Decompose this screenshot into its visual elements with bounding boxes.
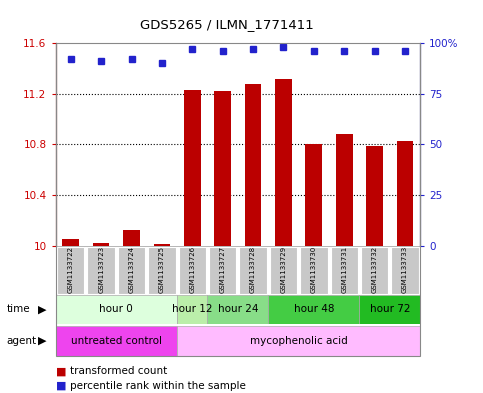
Bar: [366, 146, 383, 246]
Text: ▶: ▶: [38, 305, 47, 314]
Text: GSM1133724: GSM1133724: [128, 246, 135, 293]
Bar: [397, 141, 413, 246]
Text: GSM1133726: GSM1133726: [189, 246, 195, 293]
Bar: [275, 79, 292, 246]
Text: untreated control: untreated control: [71, 336, 162, 346]
Text: ■: ■: [56, 366, 66, 376]
Text: ■: ■: [56, 381, 66, 391]
Bar: [62, 239, 79, 246]
Bar: [209, 247, 236, 294]
Bar: [118, 247, 145, 294]
Bar: [268, 295, 359, 324]
Bar: [184, 90, 200, 246]
Bar: [330, 247, 358, 294]
Text: GDS5265 / ILMN_1771411: GDS5265 / ILMN_1771411: [140, 18, 314, 31]
Text: GSM1133729: GSM1133729: [281, 246, 286, 293]
Text: percentile rank within the sample: percentile rank within the sample: [70, 381, 246, 391]
Text: ▶: ▶: [38, 336, 47, 346]
Bar: [87, 247, 115, 294]
Text: GSM1133728: GSM1133728: [250, 246, 256, 293]
Text: GSM1133723: GSM1133723: [98, 246, 104, 293]
Text: GSM1133732: GSM1133732: [371, 246, 378, 293]
Bar: [359, 295, 420, 324]
Bar: [305, 144, 322, 246]
Bar: [214, 91, 231, 246]
Bar: [177, 295, 208, 324]
Text: agent: agent: [6, 336, 36, 346]
Text: GSM1133730: GSM1133730: [311, 246, 317, 293]
Bar: [300, 247, 327, 294]
Bar: [208, 295, 268, 324]
Bar: [336, 134, 353, 246]
Text: hour 0: hour 0: [99, 305, 133, 314]
Bar: [57, 247, 85, 294]
Text: GSM1133731: GSM1133731: [341, 246, 347, 293]
Text: GSM1133727: GSM1133727: [220, 246, 226, 293]
Text: time: time: [6, 305, 30, 314]
Bar: [177, 326, 420, 356]
Text: GSM1133725: GSM1133725: [159, 246, 165, 293]
Text: GSM1133722: GSM1133722: [68, 246, 74, 293]
Text: hour 12: hour 12: [172, 305, 213, 314]
Bar: [391, 247, 419, 294]
Bar: [245, 84, 261, 246]
Bar: [179, 247, 206, 294]
Text: GSM1133733: GSM1133733: [402, 246, 408, 293]
Text: hour 48: hour 48: [294, 305, 334, 314]
Bar: [56, 326, 177, 356]
Bar: [123, 230, 140, 246]
Text: mycophenolic acid: mycophenolic acid: [250, 336, 348, 346]
Text: hour 24: hour 24: [218, 305, 258, 314]
Bar: [361, 247, 388, 294]
Bar: [240, 247, 267, 294]
Bar: [93, 243, 110, 246]
Bar: [56, 295, 177, 324]
Bar: [148, 247, 176, 294]
Bar: [154, 244, 170, 246]
Bar: [270, 247, 297, 294]
Text: transformed count: transformed count: [70, 366, 167, 376]
Text: hour 72: hour 72: [369, 305, 410, 314]
